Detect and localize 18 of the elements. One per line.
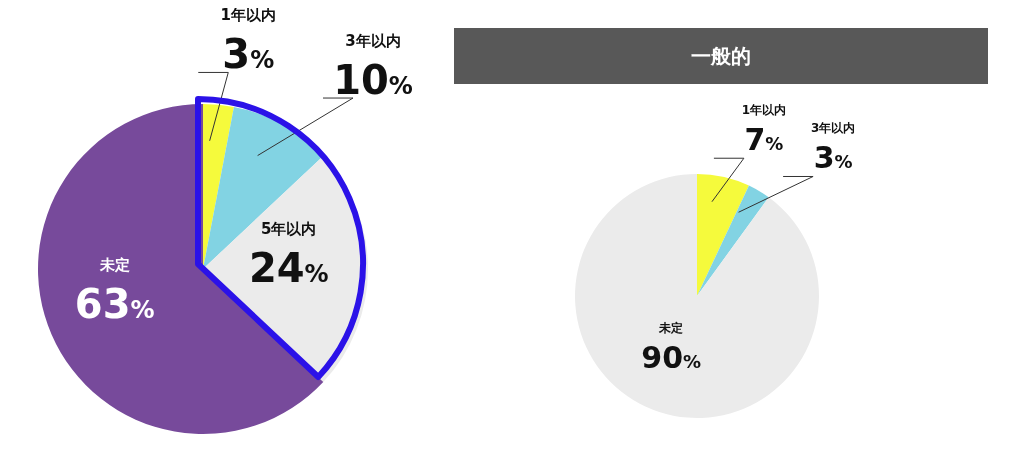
- data-label: 10%: [333, 57, 413, 104]
- pie-slice: [697, 174, 749, 296]
- data-label: 3%: [813, 139, 853, 175]
- data-label: 3%: [222, 31, 275, 78]
- pie-slice: [697, 185, 769, 296]
- slice-label: 3年以内: [810, 120, 856, 135]
- slice-label: 1年以内: [741, 102, 787, 117]
- data-label: 24%: [248, 245, 329, 291]
- slice-label: 未定: [98, 256, 130, 275]
- chart-title: 一般的: [454, 28, 988, 84]
- slice-label: 1年以内: [220, 6, 276, 25]
- slice-label: 5年以内: [261, 220, 317, 238]
- slice-label: 3年以内: [345, 32, 401, 51]
- data-label: 7%: [744, 121, 784, 157]
- data-label: 63%: [74, 281, 155, 328]
- pie-slice: [575, 174, 819, 418]
- slice-label: 未定: [658, 321, 684, 336]
- data-label: 90%: [641, 340, 702, 376]
